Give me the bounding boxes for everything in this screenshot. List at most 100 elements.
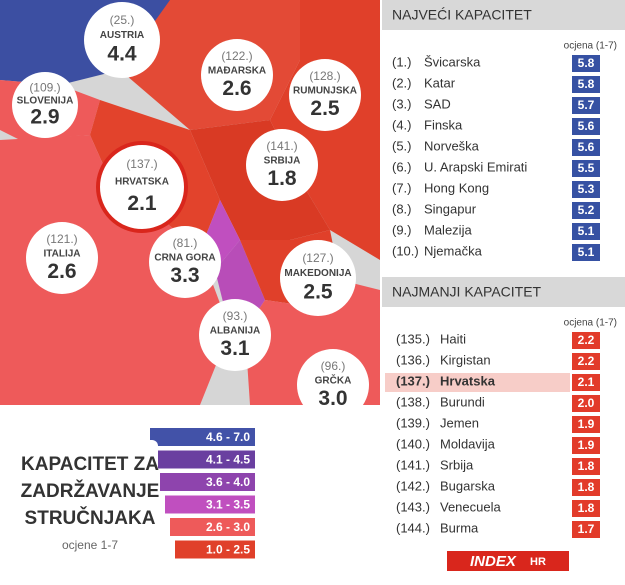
score-box: [572, 244, 600, 261]
legend-range: 4.6 - 7.0: [206, 430, 250, 444]
marker-circle: [26, 222, 98, 294]
row-rank: (9.): [392, 222, 412, 237]
row-rank: (8.): [392, 201, 412, 216]
marker-name: MAĐARSKA: [208, 65, 266, 76]
row-rank: (137.): [396, 373, 430, 388]
row-rank: (10.): [392, 243, 419, 258]
legend-swatch: [160, 473, 255, 491]
marker-circle: [199, 299, 271, 371]
marker-score: 1.8: [267, 167, 297, 190]
legend-range: 3.1 - 3.5: [206, 498, 250, 512]
marker-circle: [12, 72, 78, 138]
row-score: 5.1: [578, 224, 595, 238]
score-box: [572, 55, 600, 72]
legend-swatch: [170, 518, 255, 536]
marker-circle: [280, 240, 356, 316]
marker-rank: (141.): [266, 139, 297, 153]
row-rank: (138.): [396, 394, 430, 409]
row-country: Njemačka: [424, 243, 483, 258]
score-box: [572, 353, 600, 370]
row-score: 5.8: [578, 56, 595, 70]
marker-score: 3.3: [170, 264, 199, 287]
row-country: Švicarska: [424, 54, 481, 69]
marker-rank: (121.): [46, 232, 77, 246]
row-country: Venecuela: [440, 499, 501, 514]
marker-score: 2.6: [222, 77, 251, 100]
section-header: [382, 0, 625, 30]
marker-circle: [246, 129, 318, 201]
row-country: Jemen: [440, 415, 479, 430]
legend-swatch: [155, 450, 255, 469]
marker-name: RUMUNJSKA: [293, 85, 357, 96]
marker-name: AUSTRIA: [100, 30, 144, 41]
legend-subtitle: ocjene 1-7: [62, 538, 118, 552]
marker-name: GRČKA: [315, 373, 352, 386]
row-score: 5.6: [578, 119, 595, 133]
legend-range: 4.1 - 4.5: [206, 453, 250, 467]
marker-name: CRNA GORA: [154, 252, 215, 263]
row-score: 5.6: [578, 140, 595, 154]
row-score: 5.3: [578, 182, 595, 196]
score-box: [572, 97, 600, 114]
row-rank: (2.): [392, 75, 412, 90]
legend-range: 3.6 - 4.0: [206, 475, 250, 489]
marker-rank: (137.): [126, 157, 157, 171]
marker-circle: [289, 59, 361, 131]
row-rank: (144.): [396, 520, 430, 535]
section-title: NAJVEĆI KAPACITET: [392, 7, 532, 23]
row-score: 5.5: [578, 161, 595, 175]
row-country: Kirgistan: [440, 352, 491, 367]
score-box: [572, 332, 600, 349]
row-rank: (1.): [392, 54, 412, 69]
row-rank: (143.): [396, 499, 430, 514]
legend-range: 2.6 - 3.0: [206, 520, 250, 534]
row-rank: (4.): [392, 117, 412, 132]
marker-circle: [96, 141, 188, 233]
marker-name: HRVATSKA: [115, 176, 169, 187]
row-country: Hrvatska: [440, 373, 496, 388]
marker-score: 4.4: [107, 43, 137, 66]
marker-score: 2.1: [127, 192, 157, 215]
marker-rank: (25.): [110, 13, 135, 27]
row-score: 5.7: [578, 98, 595, 112]
row-score: 2.2: [578, 354, 595, 368]
legend-range: 1.0 - 2.5: [206, 543, 250, 557]
score-box: [572, 479, 600, 496]
marker-rank: (81.): [173, 236, 198, 250]
row-rank: (6.): [392, 159, 412, 174]
legend: 4.6 - 7.0 4.1 - 4.5 3.6 - 4.0 3.1 - 3.5 2.6 …: [0, 405, 378, 580]
marker-rank: (127.): [302, 251, 333, 265]
row-score: 2.0: [578, 396, 595, 410]
marker-rank: (96.): [321, 359, 346, 373]
score-box: [572, 181, 600, 198]
score-box: [572, 139, 600, 156]
row-country: Malezija: [424, 222, 472, 237]
row-rank: (135.): [396, 331, 430, 346]
marker-score: 2.9: [30, 106, 59, 129]
score-box: [572, 118, 600, 135]
score-box: [572, 374, 600, 391]
marker-rank: (122.): [221, 49, 252, 63]
legend-title: STRUČNJAKA: [25, 507, 156, 529]
row-rank: (140.): [396, 436, 430, 451]
row-country: Haiti: [440, 331, 466, 346]
ranking-panel: NAJVEĆI KAPACITET ocjena (1-7) (1.) Švicars…: [380, 0, 625, 580]
row-score: 2.1: [578, 375, 595, 389]
logo-main: INDEX: [470, 553, 517, 570]
marker-name: ITALIJA: [43, 248, 80, 259]
row-country: Katar: [424, 75, 456, 90]
row-score: 5.8: [578, 77, 595, 91]
marker-rank: (128.): [309, 69, 340, 83]
column-label: ocjena (1-7): [564, 318, 617, 329]
row-rank: (7.): [392, 180, 412, 195]
row-rank: (142.): [396, 478, 430, 493]
score-box: [572, 223, 600, 240]
logo-suffix: HR: [530, 556, 546, 568]
legend-title-bg: [20, 440, 158, 565]
row-score: 1.8: [578, 480, 595, 494]
marker-rank: (109.): [29, 81, 60, 95]
score-box: [572, 458, 600, 475]
marker-circle: [149, 226, 221, 298]
marker-score: 2.5: [310, 97, 340, 120]
